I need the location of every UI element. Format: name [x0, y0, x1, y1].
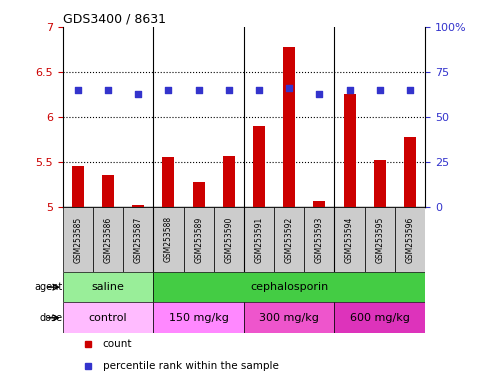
Text: GSM253588: GSM253588	[164, 216, 173, 263]
Text: GSM253596: GSM253596	[405, 216, 414, 263]
Bar	[123, 207, 154, 272]
Text: GSM253593: GSM253593	[315, 216, 324, 263]
Text: agent: agent	[35, 282, 63, 292]
Bar	[365, 207, 395, 272]
Bar	[154, 272, 425, 303]
Text: saline: saline	[92, 282, 125, 292]
Text: GSM253594: GSM253594	[345, 216, 354, 263]
Bar	[63, 207, 93, 272]
Point	[285, 85, 293, 91]
Text: GSM253590: GSM253590	[224, 216, 233, 263]
Text: control: control	[89, 313, 128, 323]
Bar	[184, 207, 213, 272]
Text: GSM253595: GSM253595	[375, 216, 384, 263]
Text: dose: dose	[40, 313, 63, 323]
Text: GDS3400 / 8631: GDS3400 / 8631	[63, 13, 166, 26]
Bar	[313, 201, 326, 207]
Point	[104, 87, 112, 93]
Point	[225, 87, 233, 93]
Bar	[93, 207, 123, 272]
Bar	[334, 303, 425, 333]
Bar	[132, 205, 144, 207]
Bar	[63, 272, 154, 303]
Bar	[154, 207, 184, 272]
Bar	[154, 303, 244, 333]
Text: GSM253586: GSM253586	[103, 216, 113, 263]
Bar	[404, 137, 416, 207]
Text: percentile rank within the sample: percentile rank within the sample	[103, 361, 279, 371]
Bar	[244, 303, 334, 333]
Bar	[395, 207, 425, 272]
Point	[346, 87, 354, 93]
Bar	[253, 126, 265, 207]
Point	[134, 91, 142, 97]
Bar	[223, 156, 235, 207]
Bar	[274, 207, 304, 272]
Text: GSM253587: GSM253587	[134, 216, 143, 263]
Text: count: count	[103, 339, 132, 349]
Text: 600 mg/kg: 600 mg/kg	[350, 313, 410, 323]
Bar	[343, 94, 355, 207]
Text: 150 mg/kg: 150 mg/kg	[169, 313, 228, 323]
Bar	[213, 207, 244, 272]
Point	[165, 87, 172, 93]
Point	[315, 91, 323, 97]
Bar	[102, 175, 114, 207]
Text: cephalosporin: cephalosporin	[250, 282, 328, 292]
Text: GSM253589: GSM253589	[194, 216, 203, 263]
Bar	[72, 167, 84, 207]
Text: GSM253585: GSM253585	[73, 216, 83, 263]
Bar	[283, 47, 295, 207]
Bar	[63, 303, 154, 333]
Text: 300 mg/kg: 300 mg/kg	[259, 313, 319, 323]
Bar	[244, 207, 274, 272]
Bar	[334, 207, 365, 272]
Bar	[304, 207, 334, 272]
Point	[74, 87, 82, 93]
Point	[406, 87, 414, 93]
Bar	[193, 182, 205, 207]
Bar	[374, 160, 386, 207]
Text: GSM253592: GSM253592	[284, 216, 294, 263]
Bar	[162, 157, 174, 207]
Point	[255, 87, 263, 93]
Point	[195, 87, 202, 93]
Point	[376, 87, 384, 93]
Text: GSM253591: GSM253591	[255, 216, 264, 263]
